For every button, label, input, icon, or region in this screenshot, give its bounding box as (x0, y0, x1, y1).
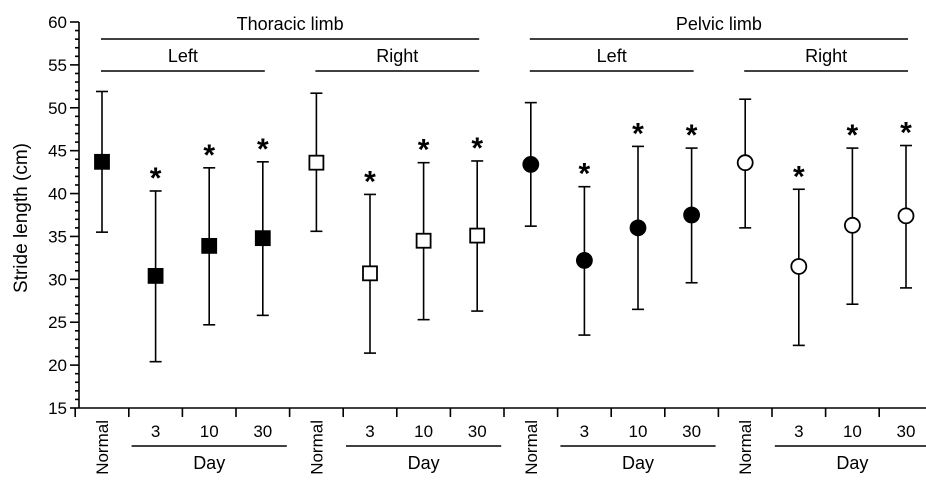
data-point: * (201, 139, 218, 326)
y-tick-label: 35 (48, 227, 67, 246)
data-point: * (576, 158, 593, 336)
significance-marker: * (579, 158, 591, 191)
data-point (94, 90, 110, 233)
x-tick-label: 10 (629, 422, 648, 441)
data-point: * (844, 119, 861, 306)
side-group-label: Right (805, 46, 847, 66)
x-tick-label: Normal (736, 420, 755, 475)
significance-marker: * (847, 119, 859, 152)
side-group-label: Left (597, 46, 627, 66)
data-point (308, 92, 325, 233)
square-marker (362, 265, 378, 282)
significance-marker: * (418, 134, 430, 167)
circle-marker (897, 207, 915, 225)
data-point: * (790, 160, 808, 347)
limb-group-label: Thoracic limb (237, 14, 344, 34)
square-marker (415, 232, 432, 249)
x-tick-label: 30 (468, 422, 487, 441)
data-points: * * * * * * * * * * * * (94, 90, 915, 363)
data-point: * (415, 134, 432, 321)
square-marker (254, 230, 271, 247)
significance-marker: * (632, 117, 644, 150)
x-tick-label: 30 (682, 422, 701, 441)
limb-group-label: Pelvic limb (676, 14, 762, 34)
y-tick-label: 50 (48, 99, 67, 118)
x-tick-label: 3 (580, 422, 589, 441)
data-point: * (897, 117, 915, 289)
x-tick-label: 10 (200, 422, 219, 441)
circle-marker (683, 206, 700, 224)
data-point: * (469, 132, 486, 312)
x-tick-label: Normal (307, 420, 326, 475)
significance-marker: * (203, 139, 215, 172)
y-tick-label: 25 (48, 313, 67, 332)
data-point: * (629, 117, 647, 311)
x-tick-label: 10 (843, 422, 862, 441)
side-group-label: Right (376, 46, 418, 66)
group-brackets: Day Day Day Day Thoracic limb Pelvic limb Left… (101, 14, 926, 473)
x-tick-label: Normal (93, 420, 112, 475)
x-tick-label: 30 (253, 422, 272, 441)
y-tick-label: 45 (48, 142, 67, 161)
data-point (736, 98, 754, 229)
significance-marker: * (150, 162, 162, 195)
significance-marker: * (471, 132, 483, 165)
significance-marker: * (793, 160, 805, 193)
square-marker (201, 237, 218, 254)
data-point: * (683, 119, 700, 284)
circle-marker (790, 258, 808, 275)
square-marker (147, 268, 164, 284)
y-tick-label: 15 (48, 399, 67, 418)
y-tick-label: 20 (48, 356, 67, 375)
x-tick-label: Normal (522, 420, 541, 475)
y-tick-label: 55 (48, 56, 67, 75)
y-axis-title: Stride length (cm) (11, 143, 32, 293)
x-tick-label: 30 (897, 422, 916, 441)
day-group-label: Day (836, 453, 868, 473)
square-marker (308, 154, 325, 171)
data-point: * (254, 133, 271, 317)
circle-marker (736, 154, 754, 172)
significance-marker: * (686, 119, 698, 152)
significance-marker: * (900, 117, 912, 150)
y-tick-label: 60 (48, 13, 67, 32)
axes: 15 20 25 30 35 40 45 50 55 60 Normal 3 10 30 Normal 3 10… (48, 13, 926, 475)
day-group-label: Day (193, 453, 225, 473)
circle-marker (522, 155, 540, 173)
y-tick-label: 30 (48, 270, 67, 289)
x-tick-label: 10 (414, 422, 433, 441)
circle-marker (629, 219, 647, 237)
data-point: * (147, 162, 164, 363)
square-marker (469, 227, 486, 244)
circle-marker (844, 216, 861, 234)
data-point: * (362, 165, 378, 354)
square-marker (94, 153, 110, 170)
data-point (522, 101, 540, 227)
x-tick-label: 3 (365, 422, 374, 441)
day-group-label: Day (622, 453, 654, 473)
y-tick-label: 40 (48, 185, 67, 204)
significance-marker: * (257, 133, 269, 166)
significance-marker: * (364, 165, 376, 198)
x-tick-label: 3 (151, 422, 160, 441)
side-group-label: Left (168, 46, 198, 66)
circle-marker (576, 252, 593, 269)
x-tick-label: 3 (794, 422, 803, 441)
day-group-label: Day (408, 453, 440, 473)
